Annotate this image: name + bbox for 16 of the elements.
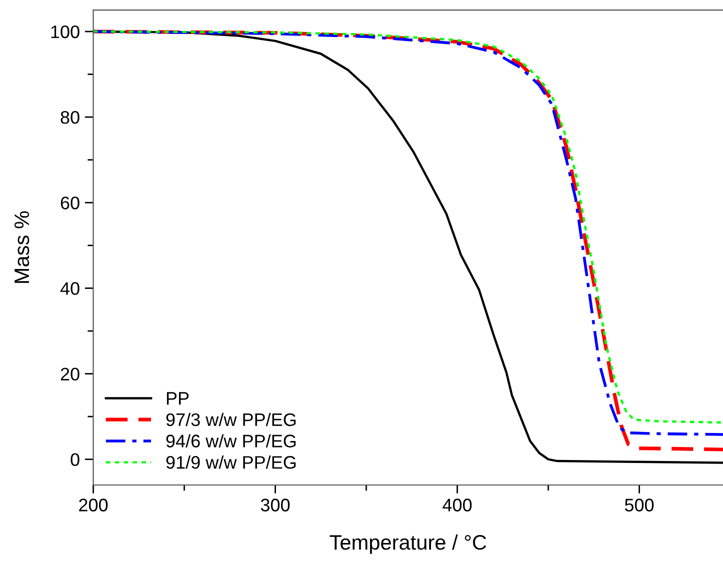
y-tick-label: 60 [60, 196, 80, 210]
legend-label: 94/6 w/w PP/EG [166, 434, 296, 448]
x-tick-label: 400 [442, 498, 472, 512]
legend-label: 91/9 w/w PP/EG [166, 456, 296, 469]
y-tick-label: 20 [60, 368, 80, 380]
y-axis-title: Mass % [14, 211, 30, 283]
y-tick-label: 40 [60, 282, 80, 295]
x-tick-label: 200 [79, 498, 108, 512]
y-tick-label: 80 [60, 111, 80, 124]
legend-label: 97/3 w/w PP/EG [166, 412, 296, 426]
y-tick-label: 0 [70, 453, 80, 466]
x-tick-label: 500 [624, 498, 654, 512]
legend-label: PP [166, 392, 189, 405]
x-axis-title: Temperature / °C [330, 534, 486, 554]
x-tick-label: 300 [260, 498, 290, 512]
y-tick-label: 100 [51, 25, 80, 38]
